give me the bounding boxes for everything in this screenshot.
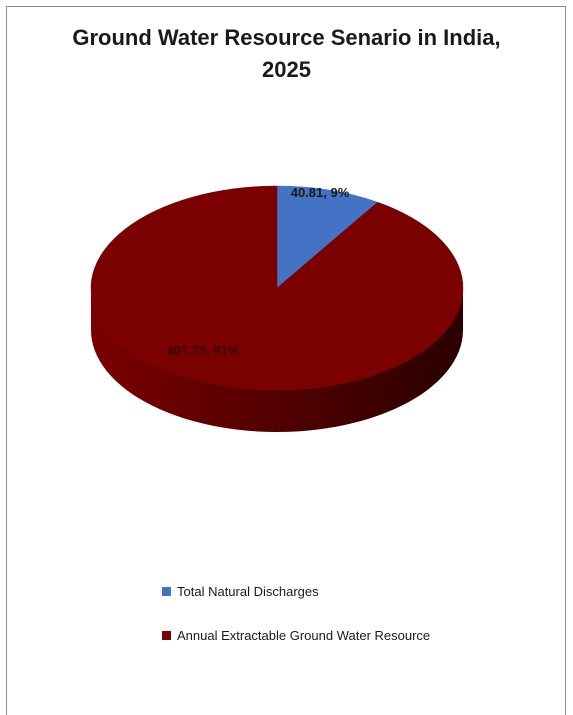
legend-item-annual-extractable-ground-water-resource: Annual Extractable Ground Water Resource [162,624,430,646]
data-label-total-natural-discharges: 40.81, 9% [291,185,350,200]
legend-item-total-natural-discharges: Total Natural Discharges [162,580,430,602]
pie-side-annual-extractable-ground-water-resource [91,288,463,432]
chart-title-line-1: Ground Water Resource Senario in India, [72,25,501,50]
chart-legend: Total Natural Discharges Annual Extracta… [162,580,430,668]
chart-title-line-2: 2025 [262,57,311,82]
pie-slice-annual-extractable-ground-water-resource [90,185,464,391]
legend-swatch-annual-extractable-ground-water-resource [162,630,171,640]
legend-swatch-total-natural-discharges [162,586,171,596]
chart-title: Ground Water Resource Senario in India, … [0,22,573,86]
pie-slice-total-natural-discharges [276,185,379,289]
data-label-annual-extractable-ground-water-resource: 407.75, 91% [166,343,239,358]
legend-label-total-natural-discharges: Total Natural Discharges [177,583,319,599]
legend-label-annual-extractable-ground-water-resource: Annual Extractable Ground Water Resource [177,627,431,643]
